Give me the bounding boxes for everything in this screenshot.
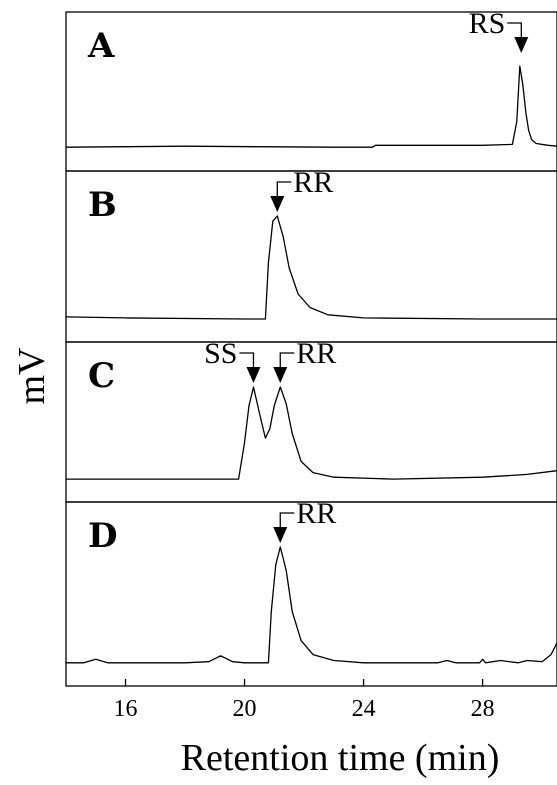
y-axis-title: mV (11, 347, 53, 405)
peak-leader-line (507, 22, 522, 37)
peak-leader-line (276, 181, 292, 196)
peak-leader-line (279, 512, 295, 527)
x-tick-label: 24 (352, 696, 376, 722)
peak-label: RS (469, 7, 506, 40)
peak-arrow (514, 37, 529, 53)
peak-label: SS (204, 337, 237, 370)
peak-label: RR (296, 497, 336, 530)
x-tick-label: 28 (471, 696, 495, 722)
peak-arrow (270, 196, 285, 212)
x-tick-label: 20 (233, 696, 257, 722)
x-tick-label: 16 (114, 696, 138, 722)
x-axis: 16 20 24 28 (114, 679, 495, 722)
panel-label: C (88, 356, 115, 396)
peak-arrow (273, 527, 288, 543)
peak-arrow (273, 367, 288, 383)
panel-label: B (88, 185, 117, 225)
peak-leader-line (239, 352, 255, 367)
chromatogram-trace (66, 386, 557, 480)
panel-frame (65, 501, 557, 687)
panels-layer: A RS B RR C SS RR D RR (65, 7, 557, 687)
x-axis-title: Retention time (min) (181, 737, 500, 779)
chromatogram-trace (65, 215, 557, 320)
chromatogram-trace (65, 65, 557, 148)
panel-label: D (88, 516, 117, 556)
chromatogram-trace (66, 546, 557, 664)
peak-arrow (246, 367, 261, 383)
peak-label: RR (293, 166, 333, 199)
peak-leader-line (279, 352, 295, 367)
peak-label: RR (296, 337, 336, 370)
panel-label: A (87, 26, 115, 66)
